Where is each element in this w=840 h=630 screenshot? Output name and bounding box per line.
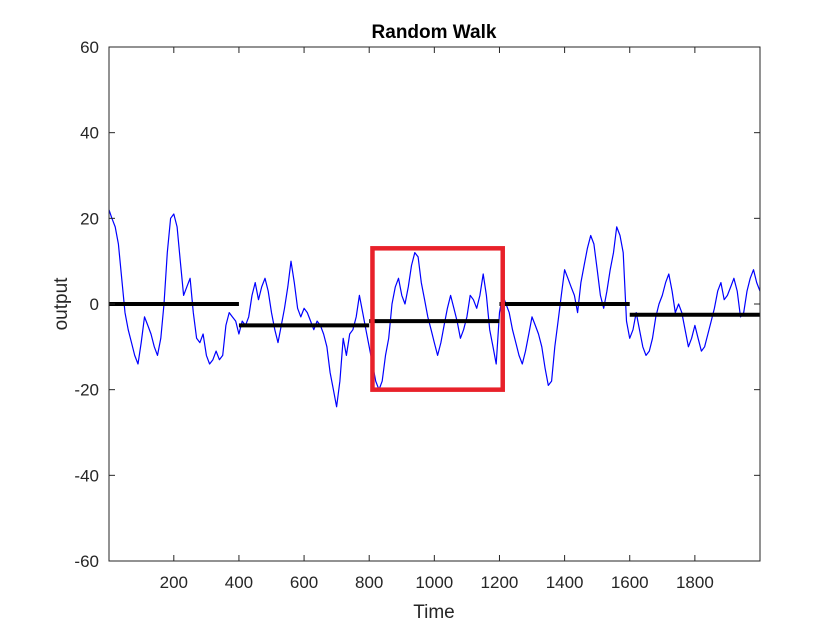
- y-tick-label-40: 40: [80, 124, 99, 143]
- x-tick-label-200: 200: [160, 573, 188, 592]
- plot-area: [108, 46, 761, 562]
- x-tick-label-1000: 1000: [415, 573, 453, 592]
- x-tick-label-1600: 1600: [611, 573, 649, 592]
- y-tick-label--60: -60: [74, 552, 99, 571]
- y-axis-title: output: [51, 277, 72, 331]
- highlight-box: [370, 246, 505, 392]
- random-walk-series-line: [108, 209, 761, 408]
- y-tick-label--40: -40: [74, 466, 99, 485]
- x-tick-label-400: 400: [225, 573, 253, 592]
- x-tick-label-600: 600: [290, 573, 318, 592]
- y-tick-label-60: 60: [80, 38, 99, 57]
- y-tick-label-20: 20: [80, 209, 99, 228]
- y-tick-label-0: 0: [90, 295, 99, 314]
- x-tick-label-800: 800: [355, 573, 383, 592]
- x-tick-label-1400: 1400: [546, 573, 584, 592]
- y-tick-label--20: -20: [74, 381, 99, 400]
- x-tick-label-1200: 1200: [481, 573, 519, 592]
- x-tick-label-1800: 1800: [676, 573, 714, 592]
- y-axis-ticks: -60 -40 -20 0 20 40 60: [74, 38, 760, 571]
- segment-means-group: [109, 302, 760, 328]
- x-axis-ticks: 200 400 600 800 1000 1200 1400 1600 1800: [160, 47, 714, 592]
- x-axis-title: Time: [413, 602, 455, 623]
- chart-title: Random Walk: [372, 22, 497, 43]
